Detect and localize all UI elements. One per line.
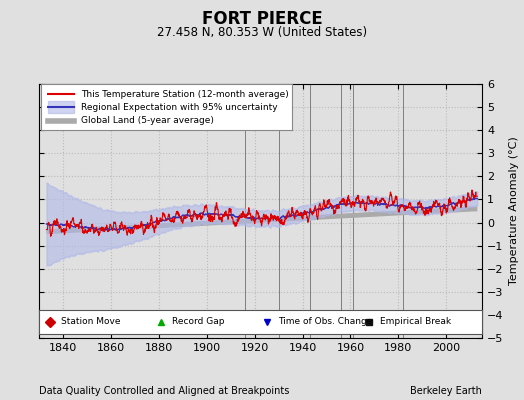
Text: Empirical Break: Empirical Break (380, 318, 451, 326)
Text: Data Quality Controlled and Aligned at Breakpoints: Data Quality Controlled and Aligned at B… (39, 386, 290, 396)
Text: Global Land (5-year average): Global Land (5-year average) (81, 116, 214, 125)
Y-axis label: Temperature Anomaly (°C): Temperature Anomaly (°C) (509, 137, 519, 285)
Text: FORT PIERCE: FORT PIERCE (202, 10, 322, 28)
Text: Regional Expectation with 95% uncertainty: Regional Expectation with 95% uncertaint… (81, 102, 278, 112)
Text: Time of Obs. Change: Time of Obs. Change (278, 318, 373, 326)
Text: Station Move: Station Move (61, 318, 121, 326)
Text: Record Gap: Record Gap (172, 318, 225, 326)
Text: Berkeley Earth: Berkeley Earth (410, 386, 482, 396)
Text: 27.458 N, 80.353 W (United States): 27.458 N, 80.353 W (United States) (157, 26, 367, 39)
Text: This Temperature Station (12-month average): This Temperature Station (12-month avera… (81, 90, 289, 99)
